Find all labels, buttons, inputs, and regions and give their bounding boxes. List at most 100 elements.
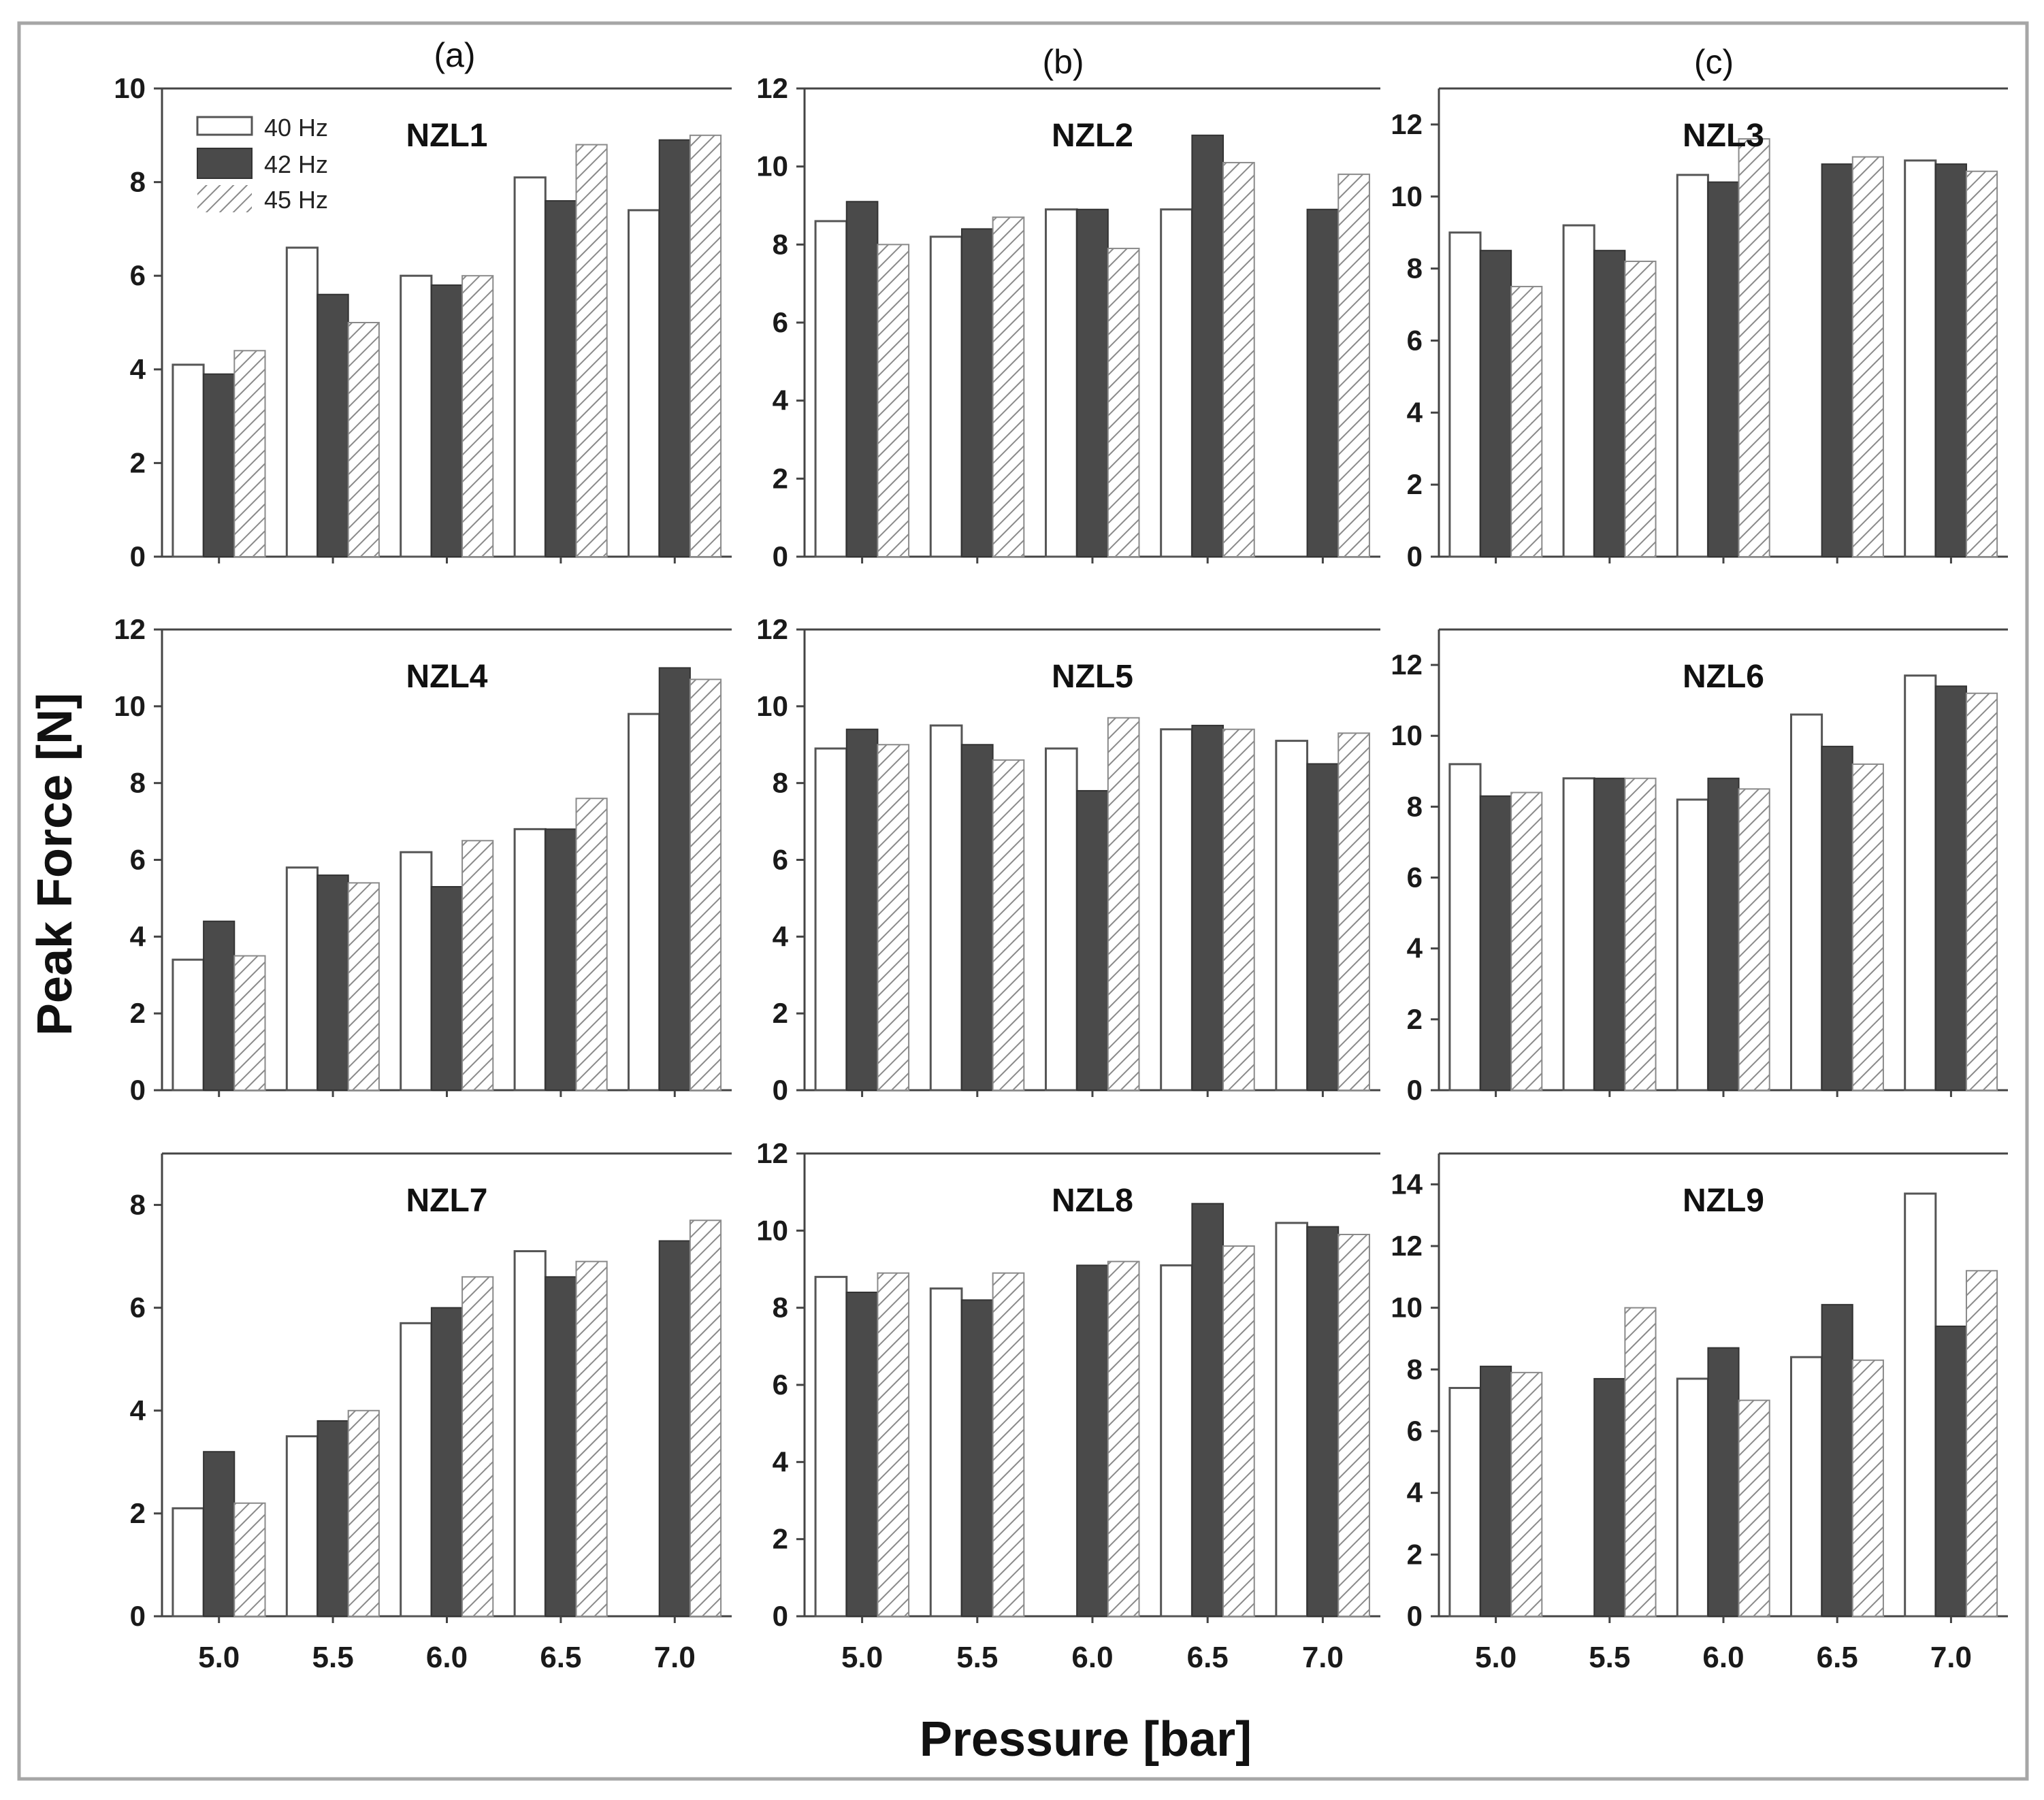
bar-nzl7-45hz-5.0 [233,1502,266,1618]
y-tick-label: 2 [1407,1538,1423,1570]
bar-nzl5-45hz-6.5 [1222,728,1255,1091]
bar-nzl7-45hz-6.5 [575,1260,608,1617]
bar-nzl8-45hz-6.5 [1222,1245,1255,1617]
bar-nzl3-45hz-6.5 [1851,156,1884,558]
y-tick-label: 10 [114,690,146,722]
bar-nzl3-40hz-7.0 [1904,159,1937,558]
x-tick-label: 5.5 [312,1641,354,1674]
column-letter-c: (c) [1694,43,1734,81]
bar-nzl7-45hz-7.0 [689,1220,722,1617]
bar-nzl3-45hz-5.5 [1624,261,1657,557]
y-tick-label: 2 [1407,468,1423,500]
bar-nzl6-45hz-7.0 [1965,692,1998,1091]
y-tick-label: 4 [130,1394,146,1426]
bar-nzl5-45hz-7.0 [1337,732,1370,1091]
figure-frame [17,21,2029,1781]
y-tick-label: 10 [756,150,788,182]
bar-nzl3-40hz-6.0 [1676,174,1709,558]
y-tick-label: 2 [773,1523,788,1555]
bar-nzl3-42hz-6.5 [1821,163,1853,557]
panel-title-nzl1: NZL1 [406,118,488,154]
bar-nzl7-42hz-5.5 [317,1420,349,1618]
panel-nzl8: 0 2 4 6 8 10 12 5.0 5.5 6.0 6.5 7.0 NZL8 [756,1137,1380,1674]
panel-title-nzl8: NZL8 [1052,1183,1133,1219]
bar-nzl1-45hz-6.0 [461,275,494,557]
bar-nzl9-40hz-5.0 [1448,1387,1482,1618]
bar-nzl1-42hz-6.0 [430,284,464,557]
bar-nzl9-45hz-5.5 [1624,1307,1657,1617]
x-tick-label: 6.5 [1817,1641,1858,1674]
y-tick-label: 6 [1407,1415,1423,1447]
bar-nzl5-42hz-5.0 [845,728,879,1091]
y-tick-label: 10 [1391,180,1423,212]
bar-nzl2-42hz-5.0 [845,201,879,557]
y-tick-label: 4 [773,920,789,952]
y-tick-label: 0 [773,1600,788,1632]
bar-nzl8-40hz-6.5 [1160,1264,1193,1618]
x-tick-label: 5.0 [841,1641,883,1674]
bar-nzl5-40hz-5.5 [929,724,963,1092]
bar-nzl3-45hz-6.0 [1738,138,1770,558]
bar-nzl2-42hz-6.0 [1076,208,1109,557]
y-tick-label: 0 [1407,540,1423,572]
panel-nzl9: 0 2 4 6 8 10 12 14 5.0 5.5 6.0 6.5 7.0 NZL9 [1391,1152,2008,1674]
x-tick-label: 7.0 [1302,1641,1344,1674]
y-tick-label: 2 [773,462,788,494]
bar-nzl9-42hz-6.5 [1821,1304,1853,1617]
bar-nzl9-42hz-5.0 [1480,1365,1512,1618]
bar-nzl3-40hz-5.5 [1562,224,1595,558]
y-tick-label: 10 [114,72,146,104]
panel-nzl5: 0 2 4 6 8 10 12 NZL5 [756,613,1380,1106]
legend-label-42hz: 42 Hz [264,150,328,178]
bar-nzl5-40hz-6.0 [1044,747,1078,1092]
x-tick-label: 6.5 [1187,1641,1229,1674]
y-tick-label: 10 [756,690,788,722]
y-tick-label: 12 [756,1137,788,1169]
bar-nzl3-42hz-5.0 [1480,250,1512,557]
bar-nzl1-42hz-7.0 [658,139,691,557]
bar-nzl7-40hz-6.0 [400,1322,433,1618]
y-tick-label: 0 [1407,1600,1423,1632]
bar-nzl7-45hz-6.0 [461,1276,494,1618]
bar-nzl8-42hz-6.0 [1076,1264,1109,1618]
y-tick-label: 12 [756,72,788,104]
bar-nzl8-40hz-5.0 [814,1275,848,1618]
bar-nzl4-40hz-5.5 [285,866,319,1092]
y-tick-label: 0 [1407,1074,1423,1106]
y-tick-label: 0 [130,540,146,572]
bar-nzl8-45hz-7.0 [1337,1234,1370,1617]
panel-nzl2: 0 2 4 6 8 10 12 NZL2 [756,72,1380,572]
panel-nzl4: 0 2 4 6 8 10 12 NZL4 [114,613,732,1106]
bar-nzl4-42hz-6.5 [545,828,577,1092]
y-tick-label: 12 [756,613,788,645]
x-tick-label: 5.5 [956,1641,998,1674]
y-tick-label: 6 [1407,324,1423,356]
y-tick-label: 2 [130,997,146,1029]
bar-nzl3-42hz-5.5 [1593,250,1626,557]
bar-nzl2-45hz-6.0 [1107,248,1140,557]
bar-nzl3-40hz-5.0 [1448,231,1482,558]
bar-nzl5-45hz-5.5 [992,759,1025,1091]
panel-title-nzl4: NZL4 [406,659,488,695]
x-axis-title: Pressure [bar] [920,1712,1252,1767]
bar-nzl9-40hz-7.0 [1904,1192,1937,1618]
column-letter-a: (a) [434,36,475,74]
bar-nzl2-45hz-5.0 [877,244,910,557]
bar-nzl1-40hz-5.5 [285,246,319,558]
bar-nzl7-40hz-5.5 [285,1435,319,1618]
bar-nzl3-42hz-6.0 [1707,181,1740,558]
bar-nzl1-40hz-7.0 [628,209,661,558]
bar-nzl8-40hz-5.5 [929,1287,963,1618]
legend-label-40hz: 40 Hz [264,114,328,142]
bar-nzl6-45hz-6.0 [1738,788,1770,1092]
bar-nzl9-42hz-7.0 [1934,1325,1967,1618]
panel-nzl6: 0 2 4 6 8 10 12 NZL6 [1391,628,2008,1106]
bar-nzl9-40hz-6.0 [1676,1377,1709,1618]
bar-nzl1-45hz-5.0 [233,350,266,558]
bar-nzl7-45hz-5.5 [347,1409,380,1618]
y-tick-label: 6 [130,844,146,876]
bar-nzl1-40hz-6.5 [513,176,547,558]
bar-nzl6-40hz-5.5 [1562,777,1595,1092]
bar-nzl6-42hz-6.5 [1821,745,1853,1092]
y-tick-label: 6 [773,1369,788,1401]
